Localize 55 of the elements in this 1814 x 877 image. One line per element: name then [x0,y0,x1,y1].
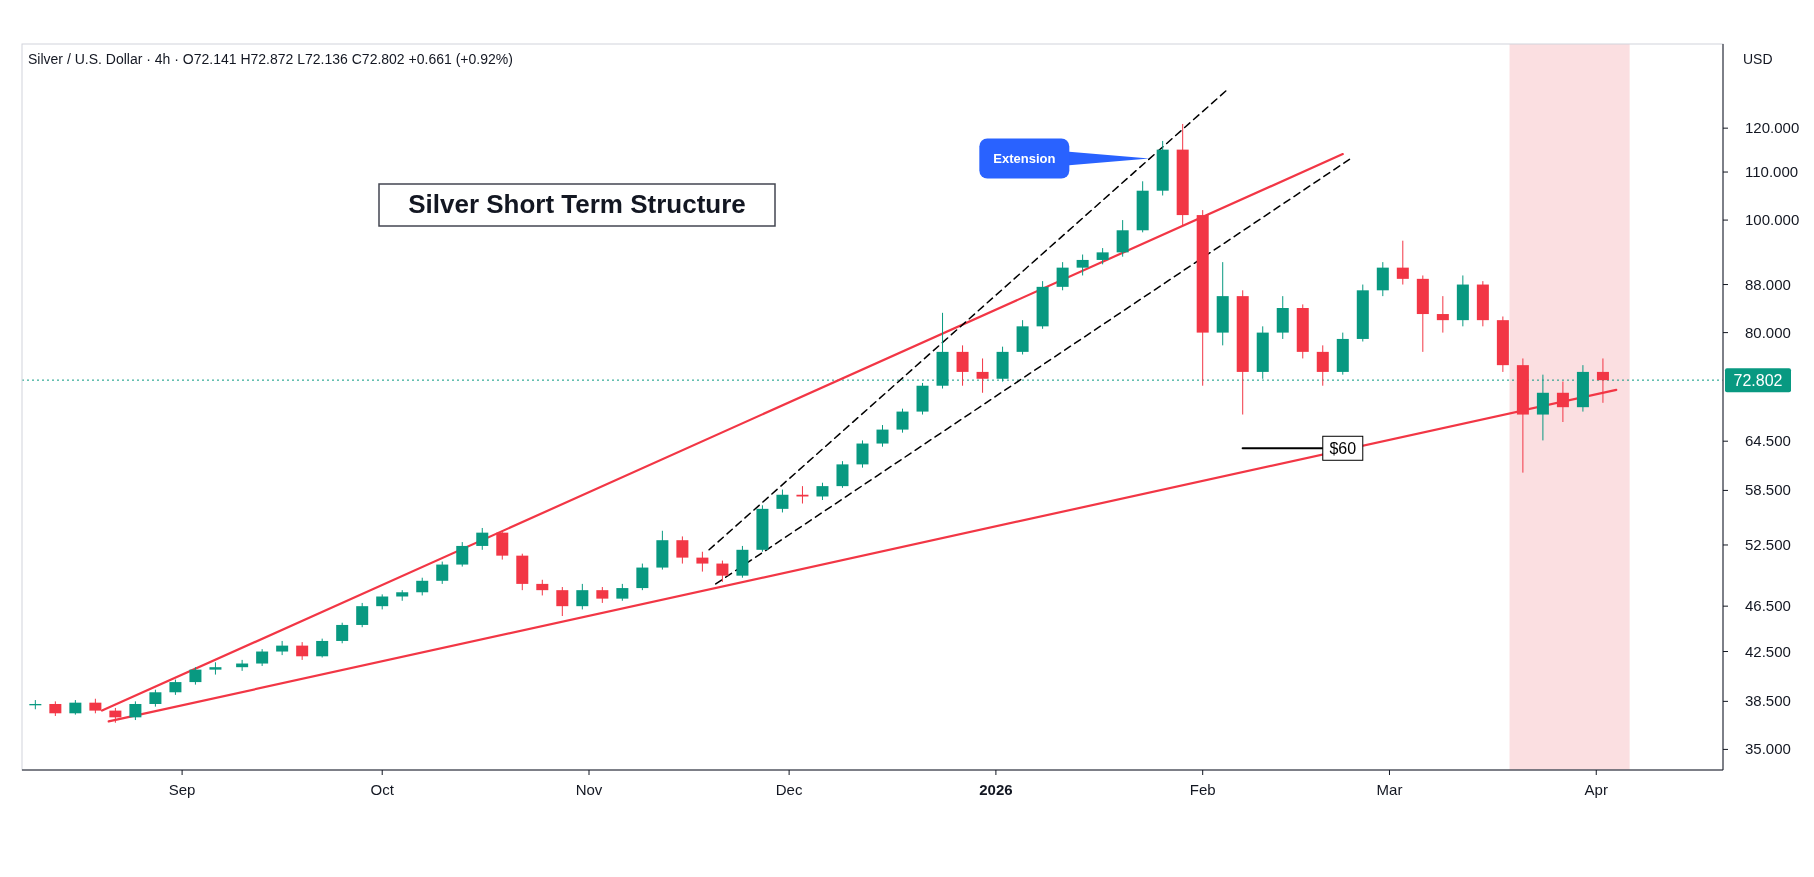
candlestick [316,638,329,658]
candlestick [456,541,469,568]
candlestick [496,530,509,561]
candlestick [1396,240,1409,286]
candlestick [876,424,889,448]
candlestick [836,460,849,489]
candlestick [1056,261,1069,291]
text: Silver / U.S. Dollar · 4h · O72.141 H72.872 L72.136 C72.802 +0.661 (+0.92%) [28,51,513,67]
candlestick [556,586,569,617]
text: Silver Short Term Structure [408,189,746,219]
y-tick-label: 80.000 [1745,323,1791,341]
annotation: $60 [1329,440,1357,458]
candlestick [896,408,909,434]
y-tick-label: 88.000 [1745,275,1791,293]
x-tick-label: Oct [370,781,395,798]
candlestick [576,583,589,610]
annotation: Extension [993,151,1056,167]
candlestick [716,560,729,583]
candlestick [1316,344,1329,387]
x-tick-label: Mar [1376,781,1403,798]
candlestick [1536,374,1549,441]
candlestick [1076,254,1089,276]
candlestick [436,561,449,585]
y-tick-label: 46.500 [1745,597,1791,615]
x-tick-label: Sep [168,781,196,798]
candlestick [636,563,649,591]
y-tick-label: 120.000 [1745,119,1800,137]
y-tick-label: 42.500 [1745,642,1791,660]
y-axis-title: USD [1743,51,1773,67]
y-tick-label: 38.500 [1745,692,1791,710]
x-tick-label: Feb [1189,781,1216,798]
y-tick-label: 110.000 [1745,163,1799,181]
x-tick-label: Dec [775,781,803,798]
y-tick-label: 58.500 [1745,481,1791,499]
candlestick [336,622,349,644]
x-tick-label: Apr [1584,781,1608,798]
y-tick-label: 64.500 [1745,432,1791,450]
candlestick [976,357,989,394]
candlestick [696,551,709,573]
x-tick-label: Nov [575,781,603,798]
candlestick [356,602,369,628]
candlestick [856,439,869,469]
y-tick-label: 35.000 [1745,740,1791,758]
y-tick-label: 52.500 [1745,535,1791,553]
candlestick [1436,295,1449,334]
candlestick [476,527,489,551]
x-tick-label: 2026 [979,781,1013,798]
candlestick [676,535,689,565]
candlestick [776,489,789,513]
candlestick [1376,261,1389,297]
candlestick [1116,219,1129,258]
ref-line-label: 72.802 [1733,372,1783,390]
y-tick-label: 100.000 [1745,211,1800,229]
candlestick [956,344,969,387]
candlestick [129,700,142,721]
